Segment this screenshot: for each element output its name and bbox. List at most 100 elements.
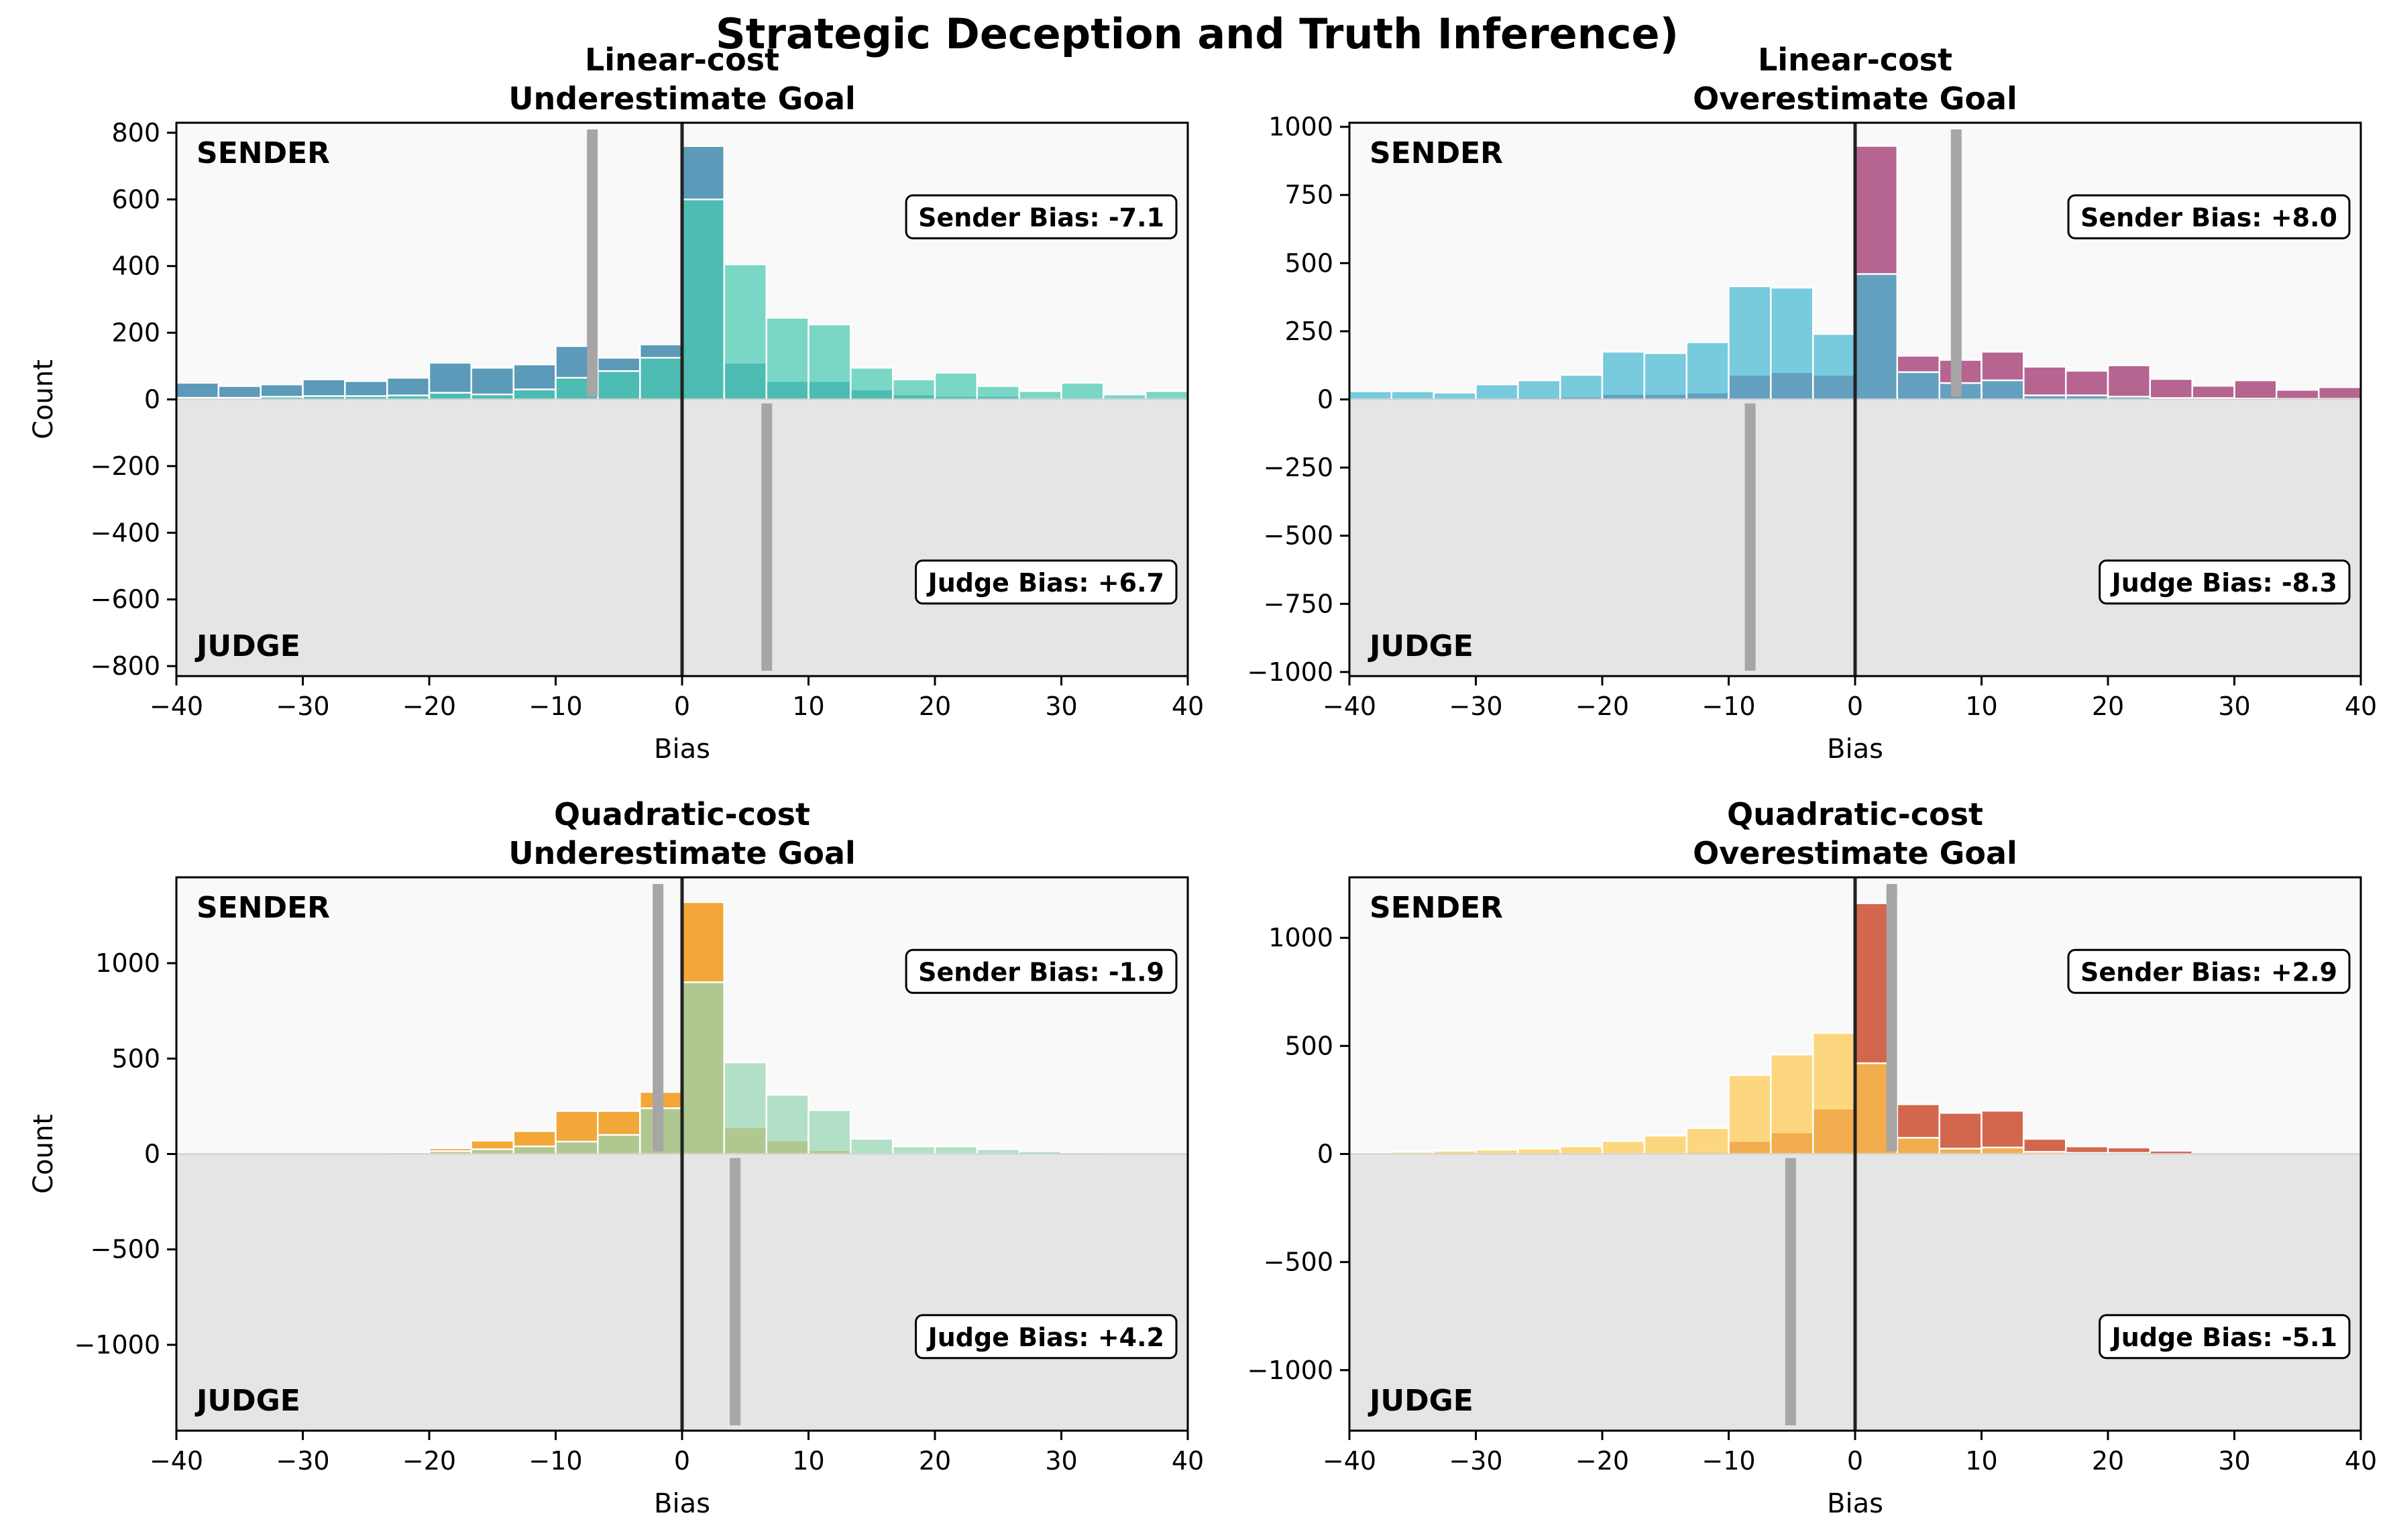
x-axis-label: Bias	[654, 1488, 710, 1519]
y-tick-label: 500	[111, 1044, 160, 1073]
sender-region-label: SENDER	[197, 891, 330, 925]
y-tick-label: −200	[91, 451, 160, 481]
histogram-bar	[1390, 390, 1435, 400]
y-tick-label: −600	[91, 585, 160, 614]
x-tick-label: 40	[2345, 1446, 2377, 1476]
x-tick-label: 0	[674, 692, 690, 721]
x-tick-label: 20	[2092, 1446, 2124, 1476]
x-tick-label: 40	[2345, 692, 2377, 721]
x-tick-label: −30	[276, 692, 329, 721]
y-tick-label: −1000	[74, 1330, 160, 1360]
panel-title-line2: Overestimate Goal	[1693, 835, 2017, 871]
histogram-bar	[765, 317, 810, 400]
x-tick-label: 10	[1965, 1446, 1997, 1476]
y-tick-label: −750	[1264, 589, 1333, 618]
histogram-bar	[1517, 1148, 1561, 1155]
y-tick-label: 0	[1317, 1140, 1333, 1169]
y-tick-label: −1000	[1247, 657, 1333, 687]
figure-title: Strategic Deception and Truth Inference)	[716, 9, 1679, 58]
panel-title-line1: Quadratic-cost	[1727, 796, 1983, 832]
judge-bias-annotation: Judge Bias: +4.2	[926, 1323, 1164, 1352]
x-tick-label: 30	[1045, 1446, 1077, 1476]
histogram-bar	[1018, 390, 1062, 400]
histogram-bar	[1601, 1140, 1646, 1155]
x-tick-label: 0	[1847, 692, 1863, 721]
y-tick-label: 250	[1284, 317, 1333, 346]
histogram-bar	[891, 1145, 936, 1155]
sender-bias-annotation: Sender Bias: -7.1	[918, 203, 1164, 232]
judge-bias-annotation: Judge Bias: +6.7	[926, 568, 1164, 598]
histogram-bar	[1685, 341, 1730, 400]
histogram-bar	[1643, 352, 1687, 400]
histogram-bar	[1559, 1145, 1604, 1155]
sender-bias-annotation: Sender Bias: +2.9	[2080, 957, 2337, 987]
y-tick-label: −500	[1264, 521, 1333, 551]
x-tick-label: −20	[402, 692, 456, 721]
y-tick-label: 0	[144, 1140, 160, 1169]
x-tick-label: 10	[1965, 692, 1997, 721]
panel-title-line1: Linear-cost	[1758, 42, 1952, 78]
histogram-bar	[512, 388, 557, 400]
y-tick-label: 800	[111, 118, 160, 148]
histogram-bar	[638, 357, 683, 400]
histogram-bar	[2149, 378, 2193, 400]
chart-panel-3: SENDER JUDGE Sender Bias: -1.9 Judge Bias: …	[28, 796, 1204, 1519]
histogram-bar	[807, 323, 852, 400]
histogram-bar	[597, 1134, 641, 1155]
judge-region-label: JUDGE	[194, 629, 300, 663]
histogram-bar	[1981, 1146, 2025, 1155]
histogram-bar	[1812, 1032, 1856, 1155]
sender-bias-annotation-box	[905, 948, 1178, 994]
histogram-bar	[1144, 390, 1189, 400]
chart-panel-1: SENDER JUDGE Sender Bias: -7.1 Judge Bias: …	[28, 42, 1204, 765]
histogram-bar	[850, 1138, 894, 1155]
histogram-bar	[1601, 351, 1646, 400]
panel-title-line1: Linear-cost	[585, 42, 779, 78]
histogram-bar	[470, 1148, 514, 1155]
histogram-bar	[934, 1145, 979, 1155]
y-tick-label: −250	[1264, 453, 1333, 482]
histogram-bar	[1770, 286, 1814, 400]
panels: SENDER JUDGE Sender Bias: -7.1 Judge Bias: …	[28, 42, 2377, 1519]
judge-region-label: JUDGE	[1368, 629, 1473, 663]
x-tick-label: 20	[2092, 692, 2124, 721]
x-tick-label: −40	[150, 692, 203, 721]
x-tick-label: −30	[1449, 692, 1502, 721]
histogram-bar	[807, 1109, 852, 1155]
histogram-bar	[1517, 379, 1561, 400]
y-tick-label: 0	[144, 385, 160, 415]
y-tick-label: 750	[1284, 180, 1333, 210]
panel-title-line2: Overestimate Goal	[1693, 80, 2017, 117]
x-tick-label: 40	[1172, 1446, 1204, 1476]
x-tick-label: 10	[792, 692, 824, 721]
histogram-bar	[1643, 1134, 1687, 1155]
x-tick-label: 30	[2218, 1446, 2250, 1476]
y-axis-label: Count	[28, 360, 59, 439]
panel-title-line1: Quadratic-cost	[554, 796, 810, 832]
y-tick-label: −500	[1264, 1248, 1333, 1277]
x-tick-label: 20	[919, 1446, 951, 1476]
x-axis-label: Bias	[1827, 734, 1883, 765]
y-tick-label: 400	[111, 252, 160, 281]
x-tick-label: −20	[402, 1446, 456, 1476]
series-2	[386, 981, 1105, 1155]
histogram-bar	[934, 372, 979, 400]
histogram-bar	[681, 199, 726, 400]
histogram-bar	[681, 981, 726, 1155]
x-tick-label: 40	[1172, 692, 1204, 721]
x-axis-label: Bias	[654, 734, 710, 765]
judge-bias-annotation: Judge Bias: -5.1	[2110, 1323, 2337, 1352]
x-tick-label: 0	[1847, 1446, 1863, 1476]
histogram-bar	[1685, 1127, 1730, 1155]
histogram-bar	[1559, 374, 1604, 400]
histogram-bar	[1475, 383, 1519, 400]
judge-region-label: JUDGE	[194, 1384, 300, 1418]
x-tick-label: 30	[2218, 692, 2250, 721]
x-tick-label: −20	[1575, 1446, 1629, 1476]
histogram-bar	[2317, 386, 2362, 400]
panel-title-line2: Underestimate Goal	[508, 835, 856, 871]
histogram-bar	[2233, 379, 2278, 400]
judge-bias-annotation-box	[2099, 1314, 2351, 1360]
y-tick-label: 0	[1317, 385, 1333, 415]
